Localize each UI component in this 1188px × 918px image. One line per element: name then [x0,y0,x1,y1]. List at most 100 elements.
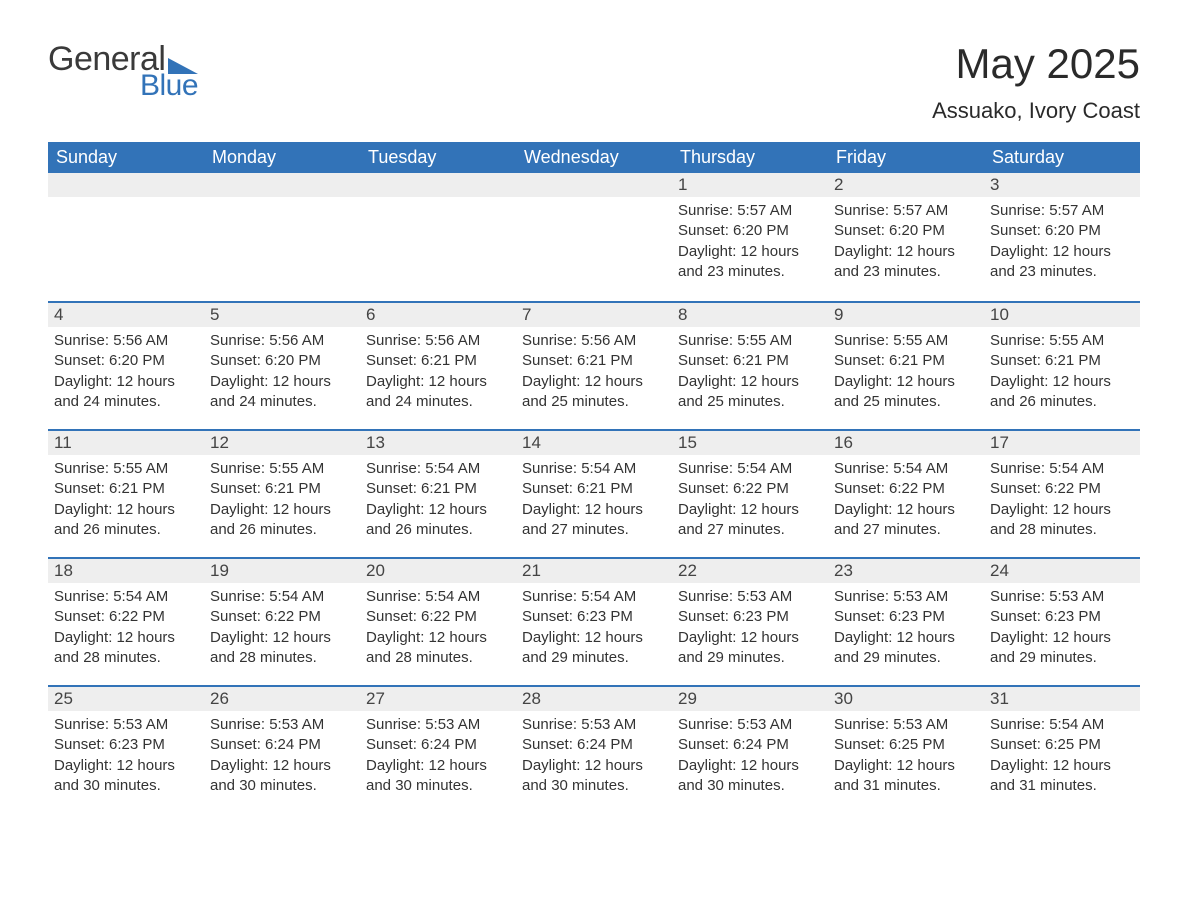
sunset-text: Sunset: 6:23 PM [54,735,198,755]
sunrise-text: Sunrise: 5:54 AM [366,587,510,607]
calendar-week-row: 18Sunrise: 5:54 AMSunset: 6:22 PMDayligh… [48,557,1140,685]
sunrise-text: Sunrise: 5:57 AM [834,201,978,221]
day-number: 3 [984,173,1140,197]
sunset-text: Sunset: 6:23 PM [990,607,1134,627]
sunset-text: Sunset: 6:25 PM [990,735,1134,755]
day-content: Sunrise: 5:55 AMSunset: 6:21 PMDaylight:… [204,455,360,546]
sunset-text: Sunset: 6:20 PM [54,351,198,371]
sunrise-text: Sunrise: 5:55 AM [54,459,198,479]
sunrise-text: Sunrise: 5:57 AM [678,201,822,221]
day-content: Sunrise: 5:53 AMSunset: 6:23 PMDaylight:… [828,583,984,674]
daylight-text: Daylight: 12 hours and 23 minutes. [678,242,822,283]
weekday-header: Sunday [48,142,204,173]
daylight-text: Daylight: 12 hours and 28 minutes. [54,628,198,669]
sunset-text: Sunset: 6:21 PM [366,479,510,499]
sunrise-text: Sunrise: 5:54 AM [54,587,198,607]
calendar-week-row: 11Sunrise: 5:55 AMSunset: 6:21 PMDayligh… [48,429,1140,557]
day-content: Sunrise: 5:54 AMSunset: 6:21 PMDaylight:… [516,455,672,546]
day-content: Sunrise: 5:54 AMSunset: 6:25 PMDaylight:… [984,711,1140,802]
day-number: 26 [204,685,360,711]
sunset-text: Sunset: 6:21 PM [522,351,666,371]
day-number-bar [360,173,516,197]
sunrise-text: Sunrise: 5:53 AM [678,587,822,607]
sunset-text: Sunset: 6:22 PM [210,607,354,627]
day-number: 12 [204,429,360,455]
calendar-day-cell: 26Sunrise: 5:53 AMSunset: 6:24 PMDayligh… [204,685,360,813]
calendar-day-cell [360,173,516,301]
calendar-day-cell: 18Sunrise: 5:54 AMSunset: 6:22 PMDayligh… [48,557,204,685]
sunrise-text: Sunrise: 5:56 AM [210,331,354,351]
daylight-text: Daylight: 12 hours and 30 minutes. [54,756,198,797]
calendar-day-cell: 10Sunrise: 5:55 AMSunset: 6:21 PMDayligh… [984,301,1140,429]
calendar-day-cell: 31Sunrise: 5:54 AMSunset: 6:25 PMDayligh… [984,685,1140,813]
day-number: 2 [828,173,984,197]
day-number: 23 [828,557,984,583]
daylight-text: Daylight: 12 hours and 28 minutes. [210,628,354,669]
day-number: 4 [48,301,204,327]
day-number: 22 [672,557,828,583]
sunrise-text: Sunrise: 5:53 AM [54,715,198,735]
daylight-text: Daylight: 12 hours and 23 minutes. [990,242,1134,283]
sunset-text: Sunset: 6:21 PM [210,479,354,499]
day-number: 5 [204,301,360,327]
sunrise-text: Sunrise: 5:56 AM [54,331,198,351]
calendar-day-cell: 23Sunrise: 5:53 AMSunset: 6:23 PMDayligh… [828,557,984,685]
day-content: Sunrise: 5:53 AMSunset: 6:23 PMDaylight:… [984,583,1140,674]
day-number: 16 [828,429,984,455]
day-number: 15 [672,429,828,455]
daylight-text: Daylight: 12 hours and 27 minutes. [522,500,666,541]
calendar-day-cell [48,173,204,301]
day-number: 8 [672,301,828,327]
calendar-day-cell: 5 Sunrise: 5:56 AMSunset: 6:20 PMDaylight… [204,301,360,429]
weekday-header: Saturday [984,142,1140,173]
calendar-day-cell: 27Sunrise: 5:53 AMSunset: 6:24 PMDayligh… [360,685,516,813]
day-content: Sunrise: 5:54 AMSunset: 6:22 PMDaylight:… [672,455,828,546]
calendar-day-cell: 9Sunrise: 5:55 AMSunset: 6:21 PMDaylight… [828,301,984,429]
day-number: 30 [828,685,984,711]
daylight-text: Daylight: 12 hours and 30 minutes. [366,756,510,797]
weekday-header: Thursday [672,142,828,173]
sunset-text: Sunset: 6:22 PM [834,479,978,499]
daylight-text: Daylight: 12 hours and 29 minutes. [522,628,666,669]
daylight-text: Daylight: 12 hours and 23 minutes. [834,242,978,283]
day-content: Sunrise: 5:53 AMSunset: 6:24 PMDaylight:… [360,711,516,802]
calendar-table: SundayMondayTuesdayWednesdayThursdayFrid… [48,142,1140,813]
sunset-text: Sunset: 6:21 PM [522,479,666,499]
calendar-day-cell: 28Sunrise: 5:53 AMSunset: 6:24 PMDayligh… [516,685,672,813]
calendar-day-cell: 25Sunrise: 5:53 AMSunset: 6:23 PMDayligh… [48,685,204,813]
calendar-day-cell [516,173,672,301]
day-content: Sunrise: 5:53 AMSunset: 6:24 PMDaylight:… [204,711,360,802]
sunset-text: Sunset: 6:21 PM [834,351,978,371]
sunset-text: Sunset: 6:20 PM [210,351,354,371]
weekday-header: Wednesday [516,142,672,173]
calendar-day-cell: 1 Sunrise: 5:57 AMSunset: 6:20 PMDaylight… [672,173,828,301]
daylight-text: Daylight: 12 hours and 31 minutes. [834,756,978,797]
day-number: 18 [48,557,204,583]
daylight-text: Daylight: 12 hours and 24 minutes. [210,372,354,413]
sunset-text: Sunset: 6:20 PM [990,221,1134,241]
daylight-text: Daylight: 12 hours and 30 minutes. [210,756,354,797]
daylight-text: Daylight: 12 hours and 24 minutes. [366,372,510,413]
calendar-day-cell: 6Sunrise: 5:56 AMSunset: 6:21 PMDaylight… [360,301,516,429]
calendar-week-row: 1Sunrise: 5:57 AMSunset: 6:20 PMDaylight… [48,173,1140,301]
title-block: May 2025 Assuako, Ivory Coast [932,40,1140,124]
day-number: 28 [516,685,672,711]
sunrise-text: Sunrise: 5:53 AM [210,715,354,735]
day-number: 13 [360,429,516,455]
sunrise-text: Sunrise: 5:56 AM [366,331,510,351]
sunrise-text: Sunrise: 5:53 AM [678,715,822,735]
day-number: 11 [48,429,204,455]
sunset-text: Sunset: 6:24 PM [366,735,510,755]
page-header: General Blue May 2025 Assuako, Ivory Coa… [48,40,1140,124]
weekday-header: Monday [204,142,360,173]
day-number: 1 [672,173,828,197]
daylight-text: Daylight: 12 hours and 25 minutes. [834,372,978,413]
sunset-text: Sunset: 6:20 PM [678,221,822,241]
day-number-bar [204,173,360,197]
sunrise-text: Sunrise: 5:55 AM [210,459,354,479]
daylight-text: Daylight: 12 hours and 31 minutes. [990,756,1134,797]
day-content: Sunrise: 5:54 AMSunset: 6:21 PMDaylight:… [360,455,516,546]
daylight-text: Daylight: 12 hours and 28 minutes. [366,628,510,669]
calendar-day-cell: 11Sunrise: 5:55 AMSunset: 6:21 PMDayligh… [48,429,204,557]
day-content: Sunrise: 5:55 AMSunset: 6:21 PMDaylight:… [48,455,204,546]
